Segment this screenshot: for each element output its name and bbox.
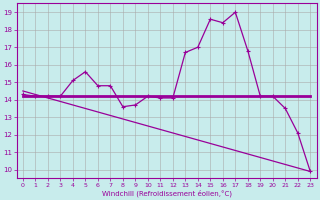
X-axis label: Windchill (Refroidissement éolien,°C): Windchill (Refroidissement éolien,°C) (101, 189, 232, 197)
